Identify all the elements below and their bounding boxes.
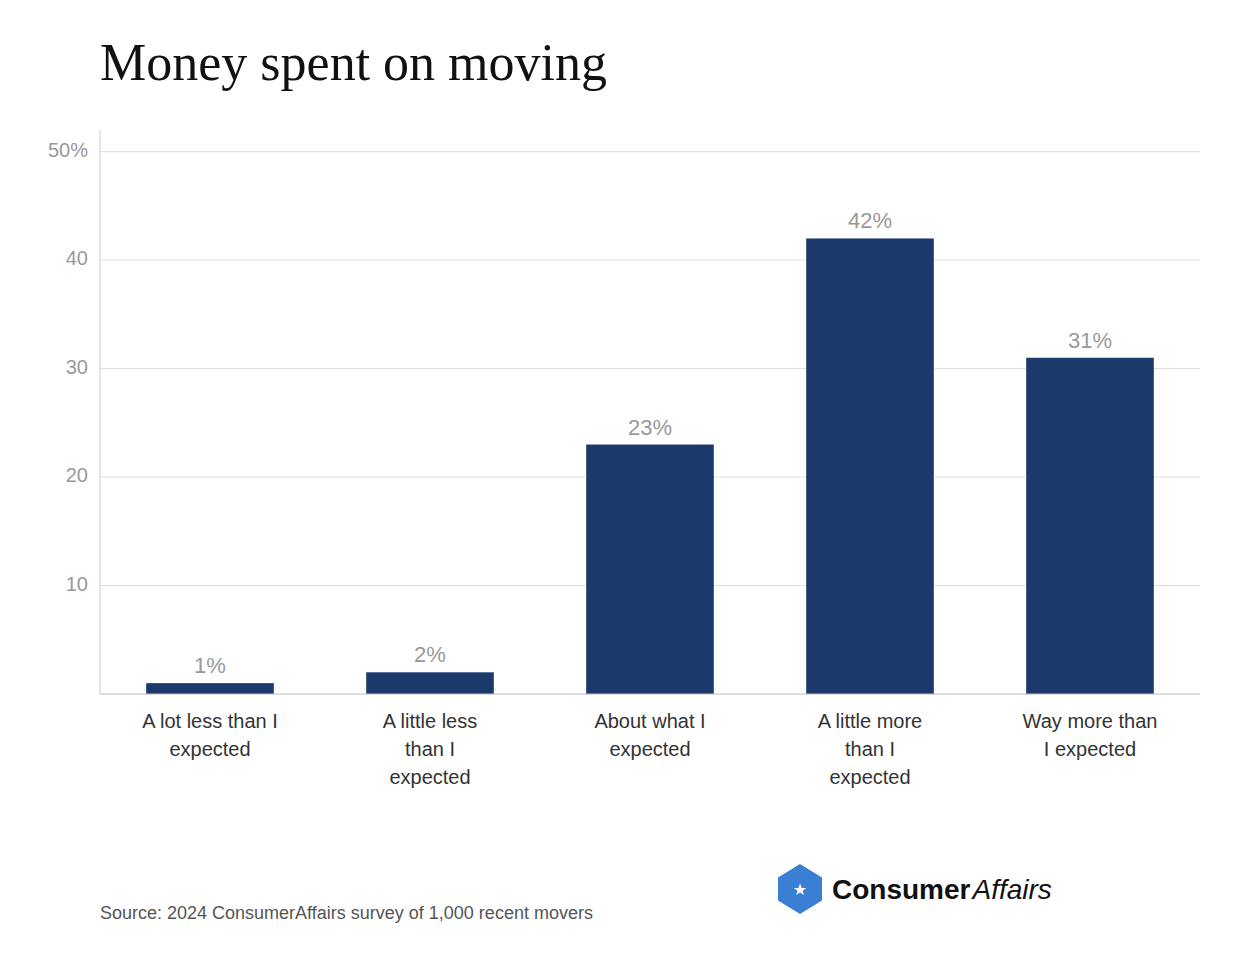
- bar: [1026, 358, 1154, 694]
- x-tick-label: A lot less than I expected: [142, 710, 278, 760]
- data-labels: 1% 2% 23% 42% 31%: [194, 208, 1112, 678]
- logo-shield: [778, 864, 822, 914]
- chart-title: Money spent on moving: [100, 34, 607, 91]
- x-tick-label-line: I expected: [1044, 738, 1136, 760]
- bar: [806, 238, 934, 694]
- chart-container: Money spent on moving 10 20 30 40 50% 1% 2% 23% 4…: [0, 0, 1240, 964]
- data-label: 1%: [194, 653, 226, 678]
- x-tick-label-line: A lot less than I: [142, 710, 278, 732]
- x-tick-label-line: About what I: [594, 710, 705, 732]
- chart-svg: Money spent on moving 10 20 30 40 50% 1% 2% 23% 4…: [0, 0, 1240, 964]
- x-axis-line: [100, 694, 1200, 695]
- data-label: 23%: [628, 415, 672, 440]
- logo: ★ ConsumerAffairs: [778, 864, 1052, 914]
- y-tick-label: 50%: [48, 139, 88, 161]
- x-tick-label: A little more than I expected: [818, 710, 922, 788]
- data-label: 42%: [848, 208, 892, 233]
- background: [0, 0, 1240, 964]
- grid-line: [100, 151, 1200, 152]
- bars: [146, 238, 1154, 694]
- x-tick-labels: A lot less than I expected A little less th…: [142, 710, 1157, 788]
- data-label: 2%: [414, 642, 446, 667]
- x-tick-label-line: than I: [845, 738, 895, 760]
- y-tick-label: 30: [66, 356, 88, 378]
- bar: [146, 683, 274, 694]
- grid-line: [100, 260, 1200, 261]
- x-tick-label-line: A little more: [818, 710, 922, 732]
- y-ticks: 10 20 30 40 50%: [48, 139, 88, 595]
- x-tick-label-line: expected: [609, 738, 690, 760]
- x-tick-label-line: expected: [829, 766, 910, 788]
- x-tick-label-line: A little less: [383, 710, 477, 732]
- logo-star: ★: [793, 880, 807, 899]
- y-tick-label: 10: [66, 573, 88, 595]
- y-axis-line: [100, 130, 101, 694]
- x-tick-label: A little less than I expected: [383, 710, 477, 788]
- source-text: Source: 2024 ConsumerAffairs survey of 1…: [100, 903, 593, 923]
- bar: [366, 672, 494, 694]
- x-tick-label-line: than I: [405, 738, 455, 760]
- data-label: 31%: [1068, 328, 1112, 353]
- logo-text: Affairs: [970, 874, 1051, 905]
- y-tick-label: 40: [66, 247, 88, 269]
- x-tick-label: Way more than I expected: [1023, 710, 1158, 760]
- logo-text: Consumer: [832, 874, 971, 905]
- y-tick-label: 20: [66, 464, 88, 486]
- x-tick-label-line: expected: [169, 738, 250, 760]
- x-tick-label: About what I expected: [594, 710, 705, 760]
- x-tick-label-line: expected: [389, 766, 470, 788]
- x-tick-label-line: Way more than: [1023, 710, 1158, 732]
- bar: [586, 445, 714, 694]
